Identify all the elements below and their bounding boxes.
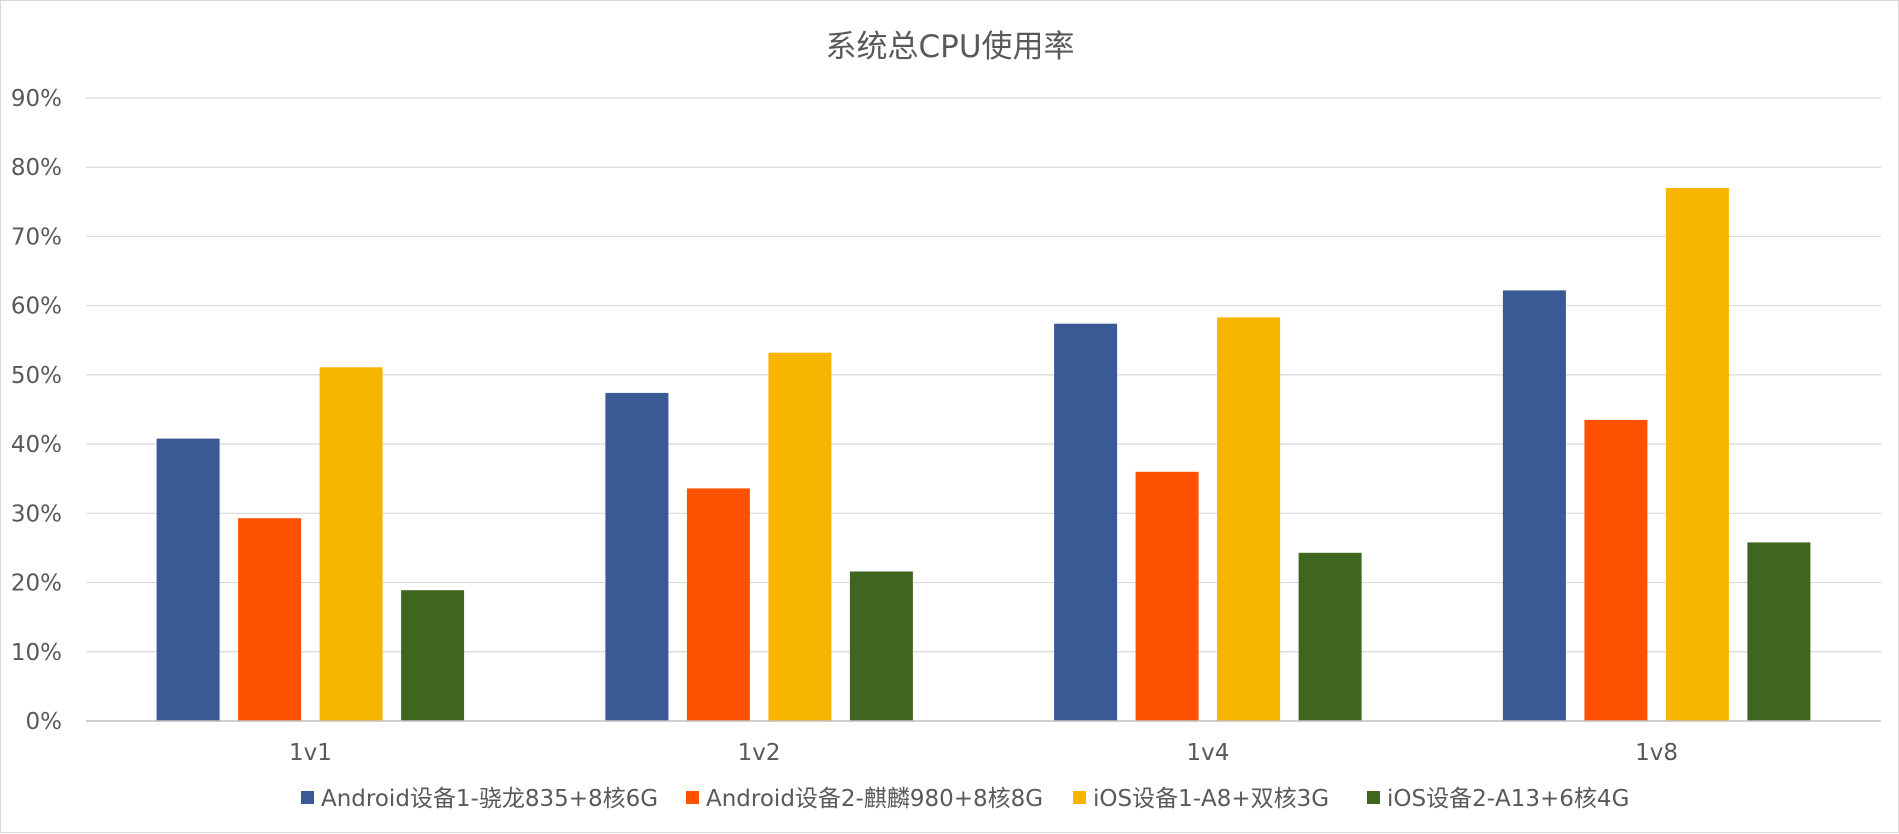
bar [1502, 290, 1566, 721]
y-tick-label: 50% [11, 363, 62, 389]
legend: Android设备1-骁龙835+8核6G Android设备2-麒麟980+8核… [301, 786, 1629, 812]
bar [1217, 317, 1281, 721]
y-tick-label: 40% [11, 432, 62, 458]
bar [319, 367, 383, 721]
bars [156, 188, 1811, 721]
y-tick-label: 70% [11, 224, 62, 250]
chart-title: 系统总CPU使用率 [825, 29, 1074, 65]
bar [156, 438, 220, 721]
bar [1054, 323, 1118, 721]
legend-swatch [1367, 791, 1380, 804]
x-tick-label: 1v1 [289, 740, 332, 766]
bar [1584, 419, 1648, 721]
bar [849, 571, 913, 721]
bar [768, 352, 832, 721]
y-tick-label: 20% [11, 571, 62, 597]
x-axis-tick-labels: 1v1 1v2 1v4 1v8 [289, 740, 1678, 766]
bar [401, 590, 465, 721]
legend-swatch [1073, 791, 1086, 804]
legend-swatch [686, 791, 699, 804]
bar [1298, 552, 1362, 721]
bar [238, 518, 302, 721]
y-tick-label: 90% [11, 86, 62, 112]
bar [1665, 188, 1729, 721]
bar [605, 392, 669, 721]
y-tick-label: 30% [11, 501, 62, 527]
legend-label: iOS设备2-A13+6核4G [1387, 786, 1629, 812]
legend-swatch [301, 791, 314, 804]
gridlines [86, 97, 1881, 653]
bar [686, 488, 750, 721]
y-tick-label: 10% [11, 640, 62, 666]
y-tick-label: 60% [11, 294, 62, 320]
y-tick-label: 0% [26, 709, 63, 735]
legend-label: Android设备2-麒麟980+8核8G [706, 786, 1043, 812]
bar [1135, 471, 1199, 721]
legend-label: iOS设备1-A8+双核3G [1093, 786, 1329, 812]
y-tick-label: 80% [11, 155, 62, 181]
bar [1747, 542, 1811, 721]
x-tick-label: 1v4 [1186, 740, 1229, 766]
x-tick-label: 1v8 [1635, 740, 1678, 766]
y-axis-tick-labels: 0% 10% 20% 30% 40% 50% 60% 70% 80% 90% [11, 86, 62, 735]
x-tick-label: 1v2 [738, 740, 781, 766]
legend-label: Android设备1-骁龙835+8核6G [321, 786, 658, 812]
